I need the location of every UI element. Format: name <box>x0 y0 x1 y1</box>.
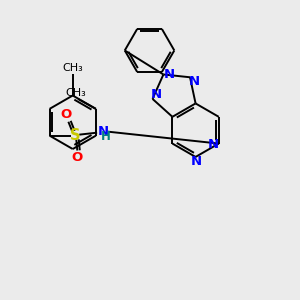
Text: N: N <box>191 155 202 168</box>
Text: CH₃: CH₃ <box>62 63 83 73</box>
Text: N: N <box>151 88 162 101</box>
Text: O: O <box>61 108 72 121</box>
Text: O: O <box>72 151 83 164</box>
Text: N: N <box>208 138 219 151</box>
Text: CH₃: CH₃ <box>66 88 86 98</box>
Text: N: N <box>188 75 200 88</box>
Text: N: N <box>98 125 109 138</box>
Text: N: N <box>164 68 175 81</box>
Text: S: S <box>70 128 81 143</box>
Text: H: H <box>101 130 111 143</box>
